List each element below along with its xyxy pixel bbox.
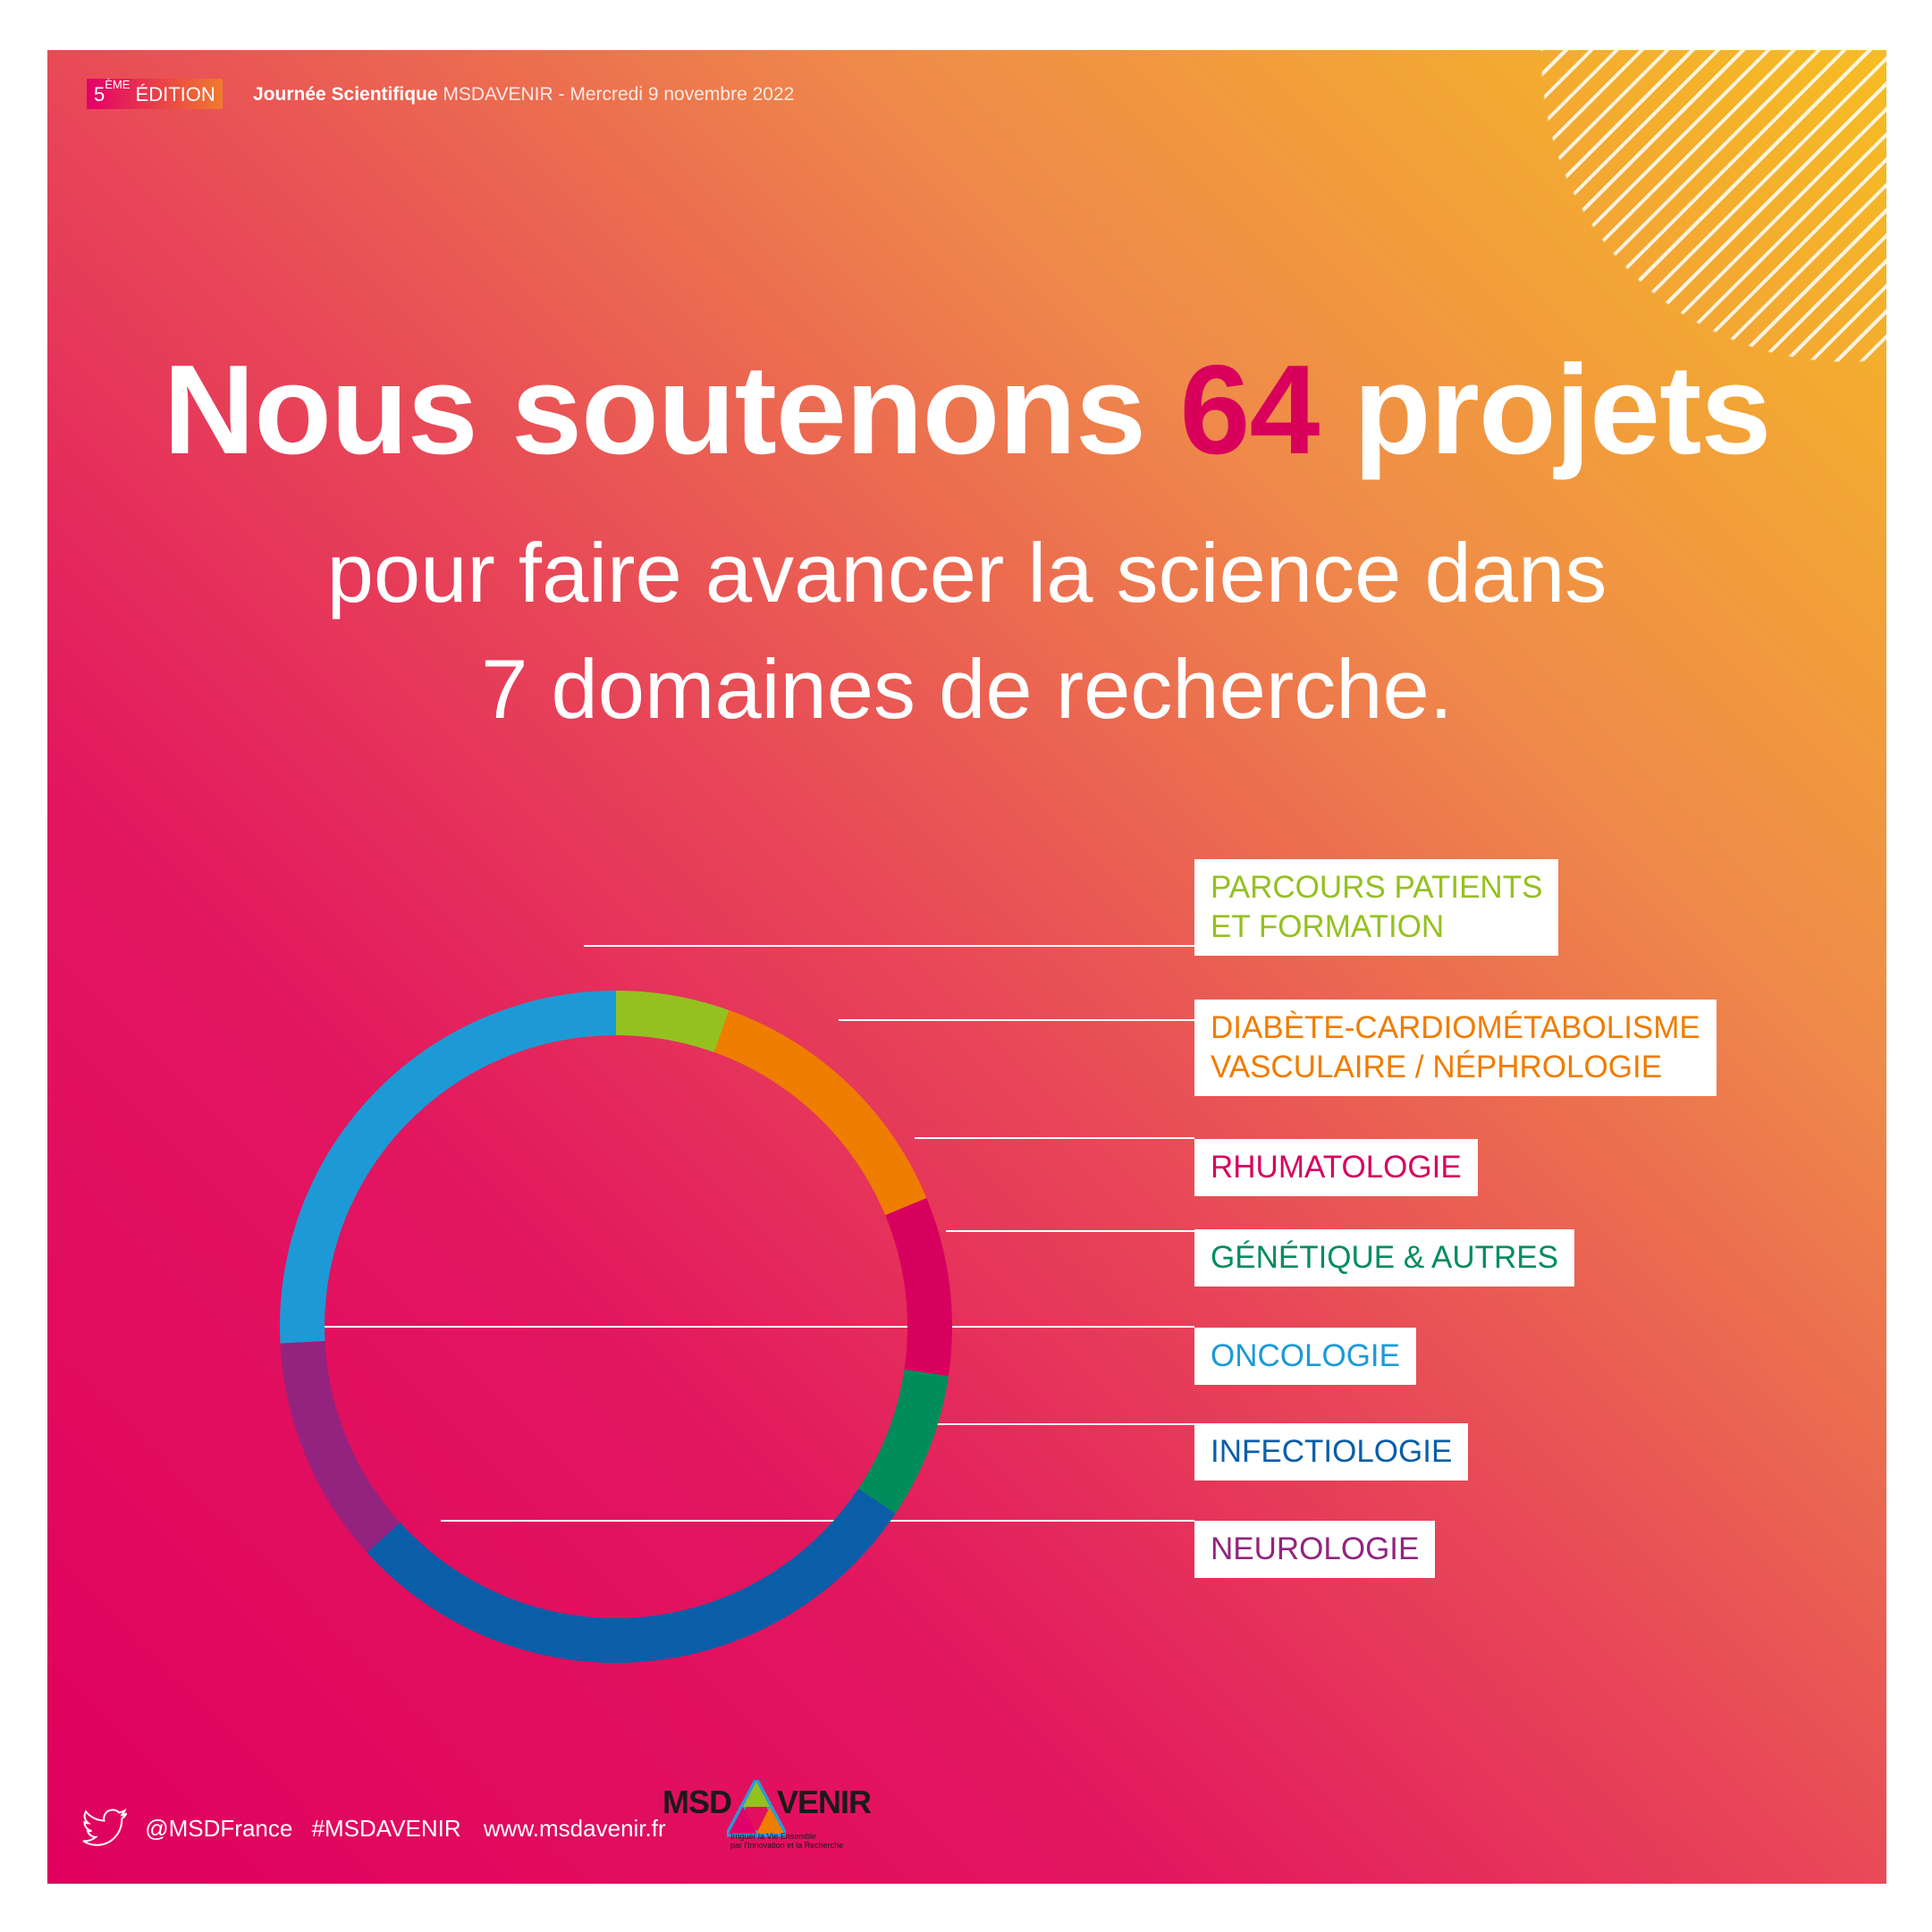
donut-segments: [280, 991, 952, 1663]
donut-segment-5: [367, 1489, 896, 1663]
label-neuro-line1: NEUROLOGIE: [1211, 1531, 1420, 1566]
donut-segment-2: [713, 1009, 927, 1216]
label-oncologie: ONCOLOGIE: [1194, 1328, 1416, 1385]
label-neuro: NEUROLOGIE: [1194, 1521, 1436, 1578]
logo-text-right: VENIR: [777, 1784, 872, 1820]
label-infectio-line1: INFECTIOLOGIE: [1211, 1434, 1453, 1469]
label-diabete-line2: VASCULAIRE / NÉPHROLOGIE: [1211, 1050, 1663, 1084]
twitter-bird-icon[interactable]: [81, 1809, 128, 1848]
logo-triangle-icon: [727, 1780, 786, 1837]
headline-part2: projets: [1353, 339, 1771, 481]
website-link[interactable]: www.msdavenir.fr: [483, 1815, 666, 1843]
label-oncologie-line1: ONCOLOGIE: [1211, 1338, 1400, 1373]
event-details: MSDAVENIR - Mercredi 9 novembre 2022: [443, 84, 795, 105]
footer: @MSDFrance #MSDAVENIR www.msdavenir.fr: [81, 1800, 666, 1853]
label-diabete: DIABÈTE-CARDIOMÉTABOLISME VASCULAIRE / N…: [1194, 1000, 1717, 1096]
logo-tagline-line2: par l'Innovation et la Recherche: [730, 1841, 844, 1850]
label-genetique: GÉNÉTIQUE & AUTRES: [1194, 1229, 1574, 1287]
poster: 5ÈME ÉDITION Journée Scientifique MSDAVE…: [47, 50, 1886, 1884]
label-genetique-line1: GÉNÉTIQUE & AUTRES: [1211, 1240, 1558, 1275]
headline-number: 64: [1179, 339, 1320, 481]
subheadline-line2: 7 domaines de recherche.: [481, 642, 1453, 736]
logo-tagline: Irriguer la Vie Ensemble par l'Innovatio…: [730, 1832, 843, 1850]
label-parcours: PARCOURS PATIENTS ET FORMATION: [1194, 859, 1559, 956]
edition-number: 5: [94, 83, 105, 105]
donut-segment-1: [616, 991, 730, 1053]
hashtag[interactable]: #MSDAVENIR: [311, 1815, 461, 1843]
label-parcours-line1: PARCOURS PATIENTS: [1211, 870, 1543, 905]
label-diabete-line1: DIABÈTE-CARDIOMÉTABOLISME: [1211, 1010, 1700, 1045]
donut-segment-3: [885, 1198, 952, 1377]
label-rhumato-line1: RHUMATOLOGIE: [1211, 1150, 1462, 1185]
donut-segment-7: [280, 991, 616, 1344]
label-infectio: INFECTIOLOGIE: [1194, 1423, 1469, 1481]
headline: Nous soutenons 64 projets: [47, 334, 1886, 486]
msdavenir-logo: MSD VENIR Irriguer la Vie Ensemble par l…: [662, 1780, 872, 1852]
donut-chart: [280, 945, 1194, 1663]
edition-superscript: ÈME: [105, 78, 131, 91]
edition-word: ÉDITION: [135, 83, 215, 105]
subheadline-line1: pour faire avancer la science dans: [326, 526, 1607, 620]
leader-lines: [311, 945, 1194, 1522]
edition-badge: 5ÈME ÉDITION: [87, 79, 223, 109]
logo-tagline-line1: Irriguer la Vie Ensemble: [730, 1832, 816, 1841]
headline-part1: Nous soutenons: [163, 339, 1146, 481]
label-rhumato: RHUMATOLOGIE: [1194, 1139, 1478, 1196]
event-line: Journée Scientifique MSDAVENIR - Mercred…: [253, 79, 794, 111]
decorative-stripes: [1386, 50, 1886, 390]
logo-text-left: MSD: [662, 1784, 732, 1820]
label-parcours-line2: ET FORMATION: [1211, 909, 1445, 944]
donut-segment-4: [858, 1369, 949, 1514]
donut-segment-6: [280, 1340, 401, 1553]
event-title: Journée Scientifique: [253, 84, 438, 105]
twitter-handle[interactable]: @MSDFrance: [145, 1815, 293, 1843]
